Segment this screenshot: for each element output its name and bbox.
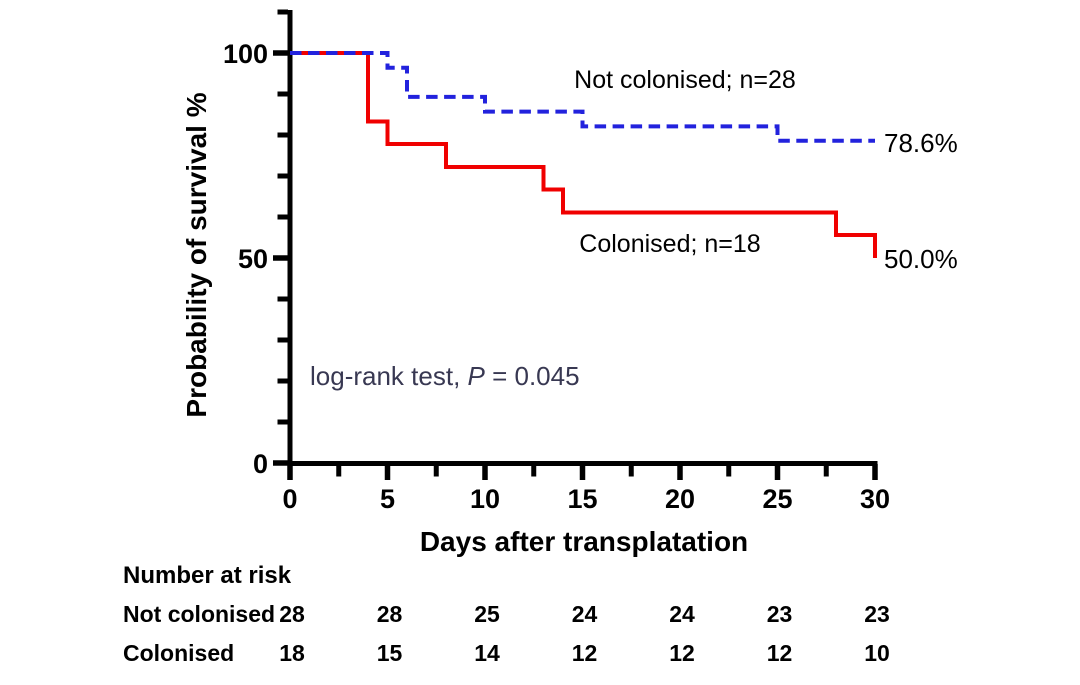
- curve-label-not-colonised: Not colonised; n=28: [574, 66, 796, 94]
- logrank-annotation: log-rank test, P = 0.045: [310, 361, 580, 391]
- risk-count: 14: [474, 640, 500, 666]
- risk-count: 28: [377, 601, 403, 627]
- risk-table-title: Number at risk: [123, 562, 292, 589]
- x-tick-label: 5: [380, 484, 395, 514]
- curve-label-colonised: Colonised; n=18: [579, 230, 760, 258]
- y-tick-label: 100: [223, 39, 268, 69]
- risk-count: 24: [572, 601, 598, 627]
- y-axis-title: Probability of survival %: [181, 92, 212, 417]
- risk-count: 12: [767, 640, 793, 666]
- x-tick-label: 0: [282, 484, 297, 514]
- risk-count: 24: [669, 601, 695, 627]
- x-tick-label: 30: [860, 484, 890, 514]
- risk-count: 25: [474, 601, 500, 627]
- x-tick-label: 25: [762, 484, 792, 514]
- risk-count: 23: [864, 601, 890, 627]
- risk-count: 18: [279, 640, 305, 666]
- risk-count: 23: [767, 601, 793, 627]
- risk-count: 10: [864, 640, 890, 666]
- risk-count: 12: [669, 640, 695, 666]
- y-tick-label: 0: [253, 449, 268, 479]
- y-tick-label: 50: [238, 244, 268, 274]
- survival-curve-colonised: [290, 51, 877, 258]
- risk-count: 12: [572, 640, 598, 666]
- survival-curve-not-colonised: [290, 51, 875, 143]
- end-percent-label-not-colonised: 78.6%: [884, 128, 958, 158]
- risk-count: 28: [279, 601, 305, 627]
- risk-count: 15: [377, 640, 403, 666]
- risk-row-label-colonised: Colonised: [123, 640, 234, 666]
- risk-row-label-not-colonised: Not colonised: [123, 601, 275, 627]
- x-tick-label: 15: [567, 484, 597, 514]
- x-tick-label: 20: [665, 484, 695, 514]
- x-tick-label: 10: [470, 484, 500, 514]
- end-percent-label-colonised: 50.0%: [884, 244, 958, 274]
- x-axis-title: Days after transplatation: [420, 526, 748, 557]
